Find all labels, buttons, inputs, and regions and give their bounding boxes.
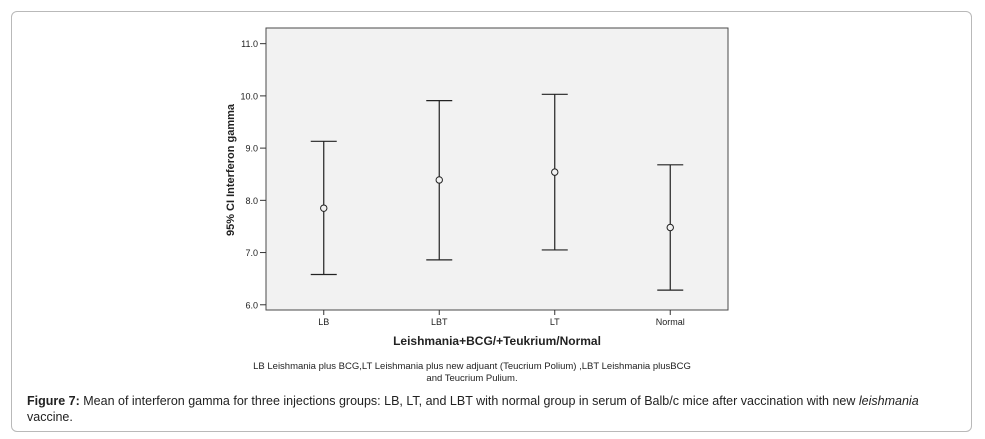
caption-text: Mean of interferon gamma for three injec… — [79, 394, 859, 408]
x-tick-label-1: LBT — [431, 317, 448, 327]
y-tick-label-1: 7.0 — [245, 248, 258, 258]
y-tick-label-0: 6.0 — [245, 300, 258, 310]
error-bar-lb — [310, 140, 337, 276]
mean-marker — [320, 204, 328, 212]
y-axis: 6.0 7.0 8.0 9.0 10.0 11.0 — [240, 39, 266, 310]
error-bars — [310, 93, 684, 291]
caption-text-end: vaccine. — [27, 410, 73, 424]
x-tick-label-3: Normal — [656, 317, 685, 327]
mean-marker — [666, 223, 674, 232]
plot-area — [265, 27, 729, 311]
y-tick-label-4: 10.0 — [240, 91, 258, 101]
x-tick-label-0: LB — [318, 317, 329, 327]
y-axis-label: 95% CI Interferon gamma — [225, 103, 237, 236]
mean-marker — [435, 176, 443, 184]
caption-italic-text: leishmania — [858, 394, 919, 408]
y-tick-label-5: 11.0 — [241, 39, 258, 49]
error-bar-normal — [657, 164, 684, 291]
mean-marker — [551, 168, 559, 176]
caption-label: Figure 7: — [27, 394, 80, 408]
x-tick-label-2: LT — [550, 317, 560, 327]
y-tick-label-2: 8.0 — [245, 196, 258, 206]
x-axis-label: Leishmania+BCG/+Teukrium/Normal — [393, 334, 601, 348]
y-tick-label-3: 9.0 — [245, 144, 258, 154]
error-bar-lbt — [426, 99, 453, 261]
figure-caption: Figure 7: Mean of interferon gamma for t… — [27, 393, 967, 425]
chart-note-line-1: LB Leishmania plus BCG,LT Leishmania plu… — [253, 361, 691, 372]
error-bar-lt — [541, 93, 568, 251]
chart-note-line-2: and Teucrium Pulium. — [426, 373, 517, 384]
x-axis: LB LBT LT Normal — [318, 310, 685, 327]
